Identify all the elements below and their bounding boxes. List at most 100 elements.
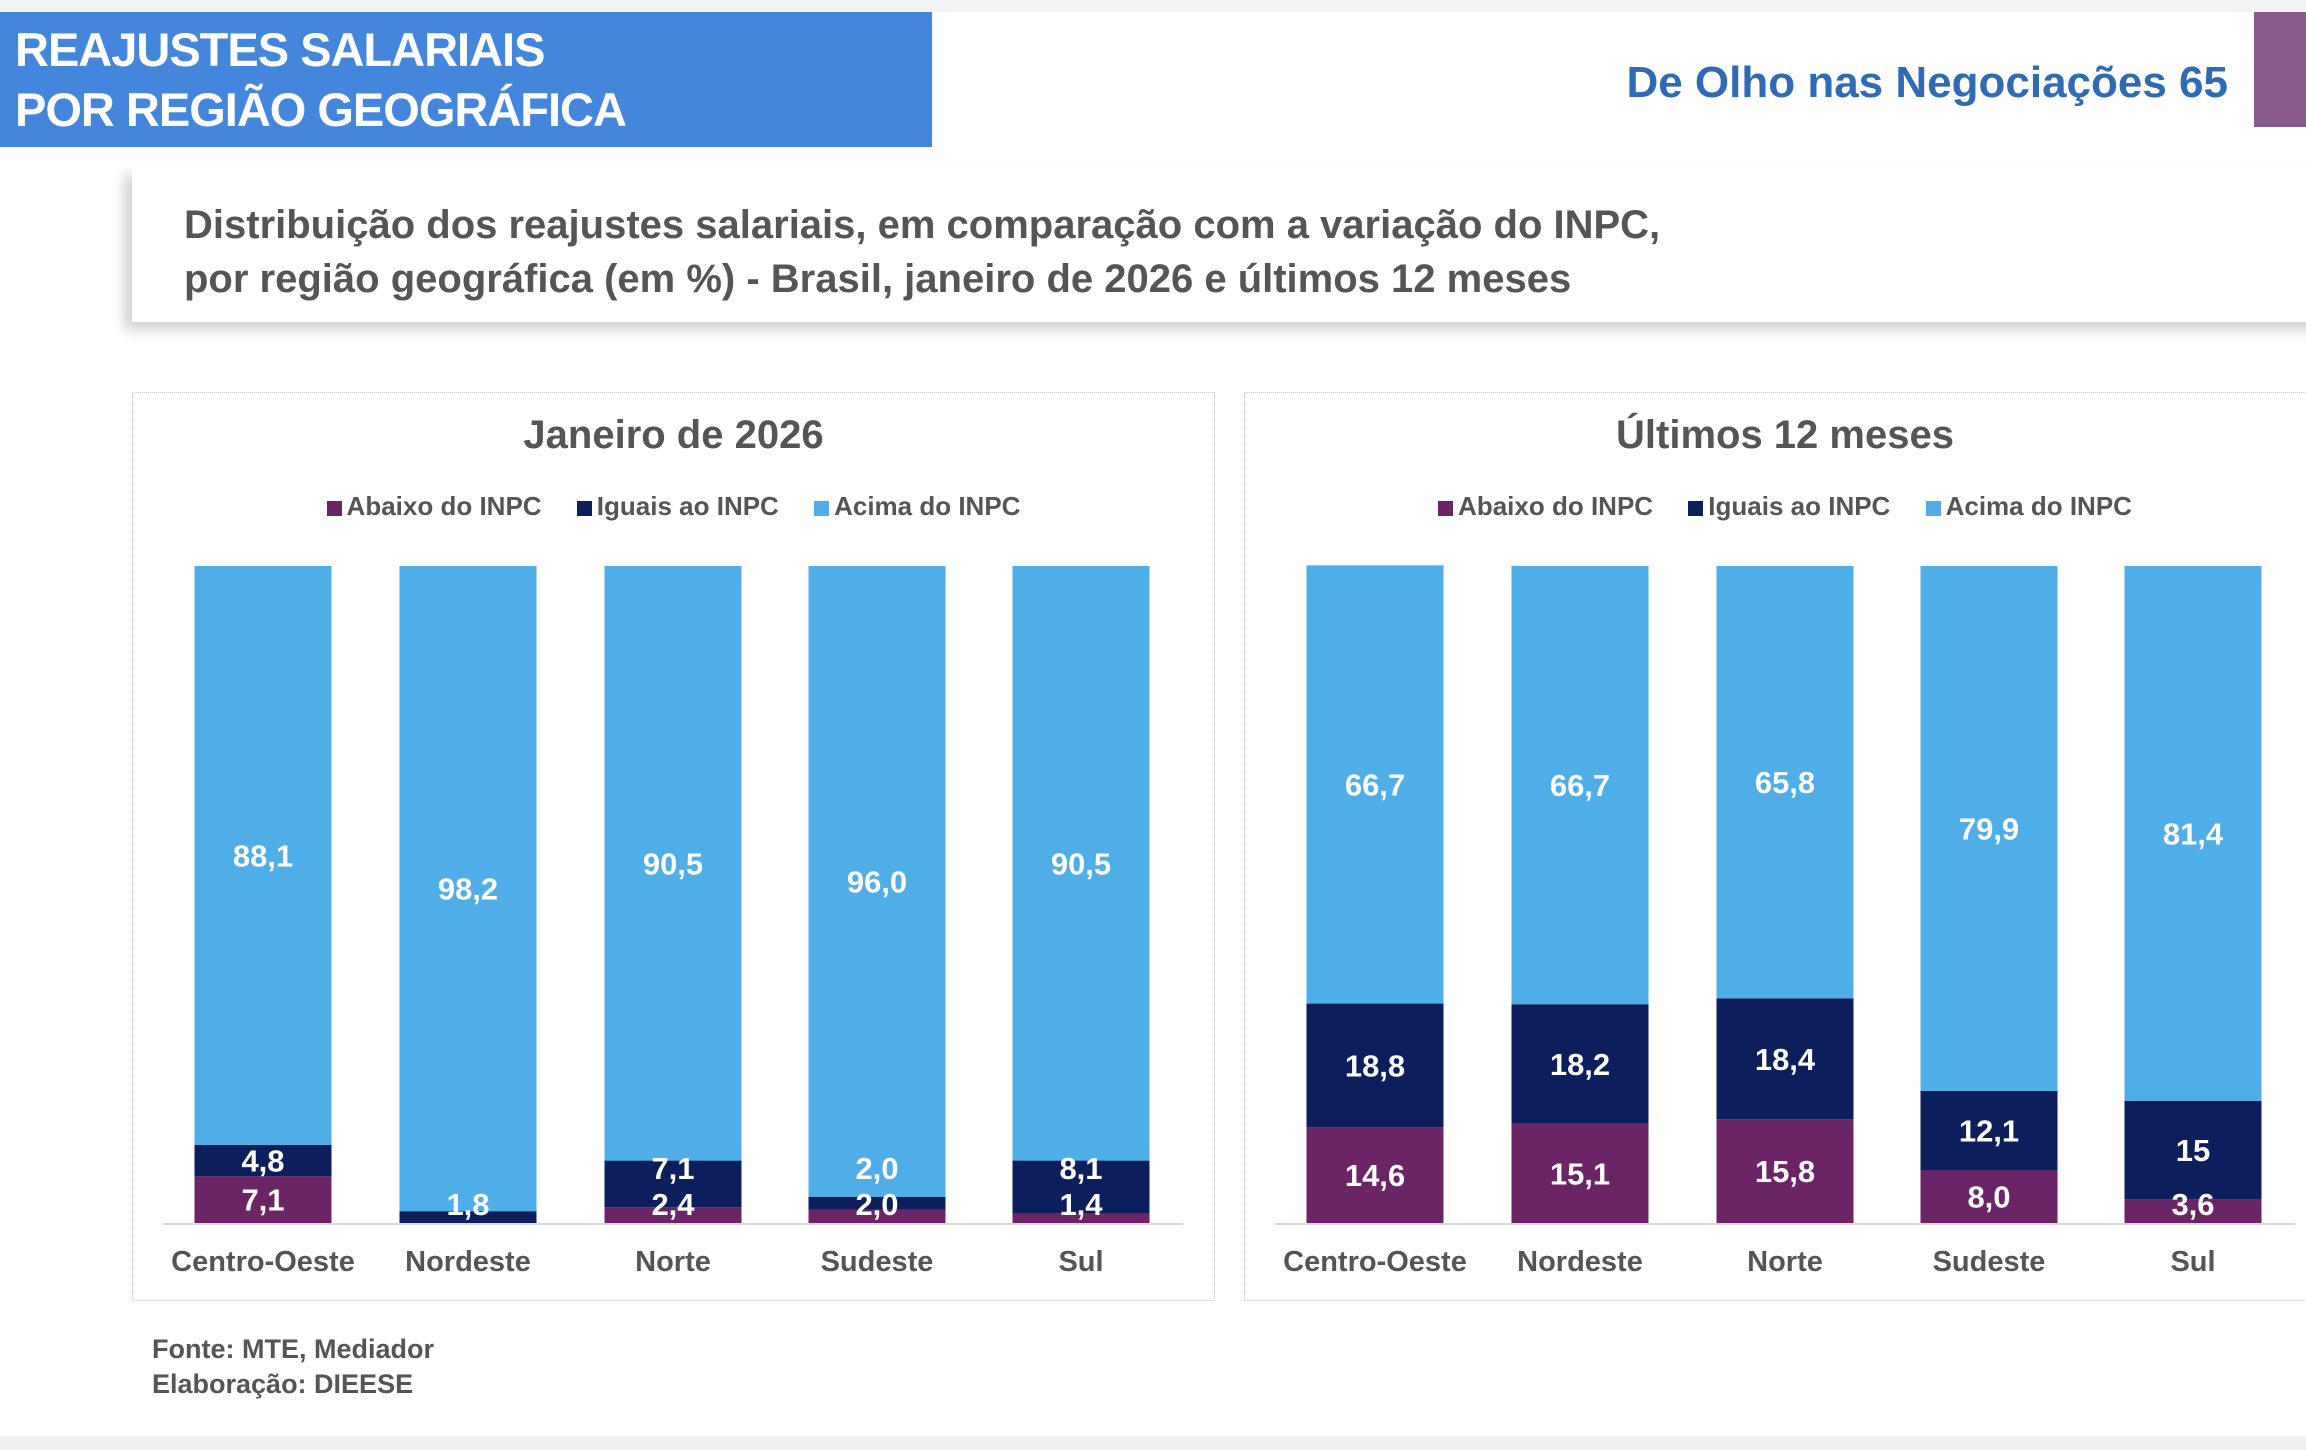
data-label: 1,8	[446, 1187, 489, 1222]
legend-iguais: Iguais ao INPC	[1688, 491, 1890, 521]
bar-acima	[1511, 566, 1649, 1005]
legend-abaixo: Abaixo do INPC	[1438, 491, 1653, 521]
bar-iguais	[808, 1196, 946, 1210]
bar-abaixo	[1920, 1170, 2058, 1223]
chart-plot: 14,6 18,8 66,7 Centro-Oeste 15,1 18,2 66,7 Nord…	[1275, 565, 2295, 1278]
category-label: Norte	[635, 1246, 711, 1278]
legend-swatch	[1688, 501, 1704, 516]
source-note: Fonte: MTE, Mediador	[152, 1334, 434, 1364]
chart-panel-12-meses: Últimos 12 meses Abaixo do INPC Iguais a…	[1244, 392, 2306, 1301]
legend: Abaixo do INPC Iguais ao INPC Acima do I…	[1245, 491, 2306, 522]
data-label: 18,2	[1550, 1047, 1610, 1082]
category-label: Sul	[2170, 1246, 2215, 1278]
data-label: 3,6	[2171, 1187, 2214, 1222]
data-label: 7,1	[241, 1183, 284, 1218]
data-label: 7,1	[651, 1151, 694, 1186]
data-label: 12,1	[1959, 1114, 2019, 1149]
data-label: 8,1	[1059, 1151, 1102, 1186]
data-label: 15,1	[1550, 1156, 1610, 1191]
legend-label: Iguais ao INPC	[1708, 491, 1891, 521]
header-banner: REAJUSTES SALARIAIS POR REGIÃO GEOGRÁFIC…	[0, 12, 932, 147]
chart-panel-janeiro: Janeiro de 2026 Abaixo do INPC Iguais ao…	[132, 392, 1215, 1301]
bar-abaixo	[1511, 1123, 1649, 1223]
legend-acima: Acima do INPC	[814, 491, 1020, 521]
data-label: 65,8	[1755, 765, 1815, 800]
bar-iguais	[1511, 1004, 1649, 1124]
legend-swatch	[576, 501, 592, 516]
bar-iguais	[604, 1160, 742, 1208]
data-label: 18,8	[1345, 1048, 1405, 1083]
brand-accent-bar	[2254, 12, 2306, 127]
category-label: Norte	[1747, 1246, 1823, 1278]
bar-iguais	[1920, 1090, 2058, 1171]
legend-swatch	[1925, 501, 1941, 516]
legend-abaixo: Abaixo do INPC	[326, 491, 542, 521]
data-label: 8,0	[1967, 1180, 2010, 1215]
data-label: 66,7	[1550, 768, 1610, 803]
elaboration-note: Elaboração: DIEESE	[152, 1369, 414, 1399]
category-label: Sudeste	[1933, 1246, 2046, 1278]
bar-abaixo	[194, 1176, 332, 1223]
data-label: 2,4	[651, 1187, 695, 1222]
bar-iguais	[1012, 1160, 1150, 1214]
bar-iguais	[194, 1144, 332, 1177]
bar-abaixo	[2124, 1199, 2262, 1223]
data-label: 18,4	[1755, 1042, 1816, 1077]
legend-swatch	[326, 501, 342, 516]
legend-swatch	[1438, 501, 1454, 516]
header-title-line2: POR REGIÃO GEOGRÁFICA	[15, 83, 627, 136]
bar-acima	[2124, 566, 2262, 1101]
data-label: 66,7	[1345, 767, 1405, 802]
bar-acima	[808, 566, 946, 1197]
data-label: 2,0	[855, 1187, 898, 1222]
chart-title: Janeiro de 2026	[523, 413, 824, 457]
top-border	[0, 0, 2306, 12]
bar-acima	[399, 566, 537, 1212]
bar-iguais	[2124, 1100, 2262, 1200]
legend-label: Acima do INPC	[834, 491, 1021, 521]
bar-abaixo	[1012, 1213, 1150, 1223]
data-label: 15,8	[1755, 1154, 1815, 1189]
data-label: 88,1	[233, 838, 293, 873]
legend-swatch	[814, 501, 830, 516]
category-label: Sudeste	[821, 1246, 934, 1278]
data-label: 90,5	[643, 846, 703, 881]
bar-abaixo	[604, 1207, 742, 1223]
legend-label: Abaixo do INPC	[1458, 491, 1654, 521]
bottom-border	[0, 1436, 2306, 1450]
bar-abaixo	[1716, 1119, 1854, 1223]
legend-label: Abaixo do INPC	[346, 491, 542, 521]
bar-acima	[1920, 566, 2058, 1091]
category-label: Nordeste	[1517, 1246, 1643, 1278]
category-label: Sul	[1058, 1246, 1103, 1278]
header-title-line1: REAJUSTES SALARIAIS	[15, 23, 545, 76]
legend: Abaixo do INPC Iguais ao INPC Acima do I…	[133, 491, 1214, 522]
bar-acima	[604, 566, 742, 1161]
data-label: 96,0	[847, 864, 907, 899]
data-label: 90,5	[1051, 846, 1111, 881]
data-label: 14,6	[1345, 1158, 1405, 1193]
data-label: 79,9	[1959, 811, 2019, 846]
subtitle-line2: por região geográfica (em %) - Brasil, j…	[184, 257, 1572, 301]
subtitle-line1: Distribuição dos reajustes salariais, em…	[184, 203, 1661, 247]
chart-plot: 7,1 4,8 88,1 Centro-Oeste 1,8 98,2 Nordeste 2,4…	[163, 566, 1183, 1278]
data-label: 15	[2176, 1133, 2210, 1168]
subtitle-card: Distribuição dos reajustes salariais, em…	[132, 167, 2306, 322]
data-label: 4,8	[241, 1144, 284, 1179]
data-label: 98,2	[438, 872, 498, 907]
legend-label: Acima do INPC	[1945, 491, 2132, 521]
data-label: 1,4	[1059, 1187, 1103, 1222]
legend-iguais: Iguais ao INPC	[576, 491, 779, 521]
bar-iguais	[1306, 1003, 1444, 1128]
data-label: 81,4	[2163, 816, 2224, 851]
brand-title: De Olho nas Negociações 65	[1626, 58, 2228, 107]
legend-label: Iguais ao INPC	[596, 491, 779, 521]
bar-acima	[1306, 565, 1444, 1004]
category-label: Centro-Oeste	[1283, 1246, 1467, 1278]
bar-abaixo	[1306, 1127, 1444, 1223]
category-label: Centro-Oeste	[171, 1246, 355, 1278]
bar-acima	[1012, 566, 1150, 1161]
bar-iguais	[399, 1211, 537, 1223]
data-label: 2,0	[855, 1151, 898, 1186]
bar-acima	[1716, 566, 1854, 999]
